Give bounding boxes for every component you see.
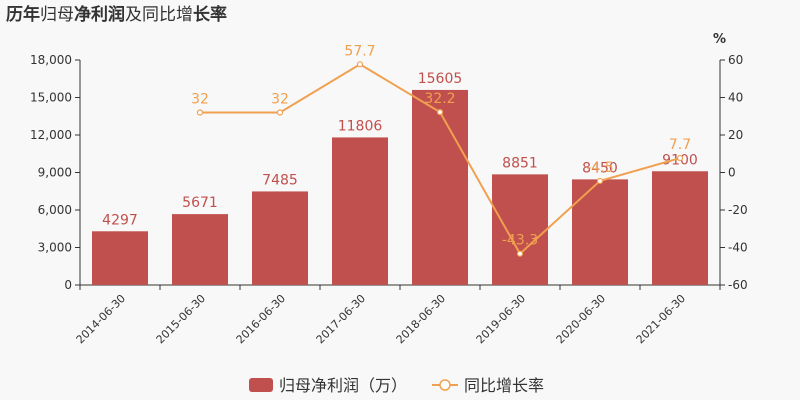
bar <box>332 137 388 285</box>
growth-point <box>356 61 364 68</box>
title-part: 净利润 <box>74 4 125 25</box>
x-tick-label: 2014-06-30 <box>74 292 128 346</box>
legend-item-profit[interactable]: 归母净利润（万） <box>249 376 407 395</box>
line-series: 32 32 57.7 32.2 -43.3 -4.5 7.7 <box>191 43 691 257</box>
growth-data-label: 32 <box>271 92 289 108</box>
growth-data-label: 32 <box>191 92 209 108</box>
y-right-tick-label: 60 <box>728 53 743 67</box>
growth-data-label: -43.3 <box>502 233 538 249</box>
y-right-tick-label: 20 <box>728 128 743 142</box>
axes: 0 3,000 6,000 9,000 12,000 15,000 18,000 -60 -40… <box>30 32 748 346</box>
growth-point <box>676 154 684 162</box>
legend-item-growth[interactable]: 同比增长率 <box>432 376 544 395</box>
growth-point <box>516 250 524 257</box>
legend[interactable]: 归母净利润（万） 同比增长率 <box>249 376 544 395</box>
y-right-tick-label: -40 <box>728 241 748 255</box>
bar <box>652 171 708 285</box>
title-part: 归母 <box>40 5 74 25</box>
legend-swatch-marker <box>439 379 451 391</box>
title-part: 历年 <box>6 4 40 25</box>
growth-data-label: 32.2 <box>424 91 455 107</box>
legend-label-growth: 同比增长率 <box>464 376 544 395</box>
growth-data-label: 7.7 <box>669 137 691 153</box>
bar-data-label: 8450 <box>582 160 618 176</box>
y-left-tick-label: 9,000 <box>38 166 72 180</box>
x-tick-label: 2021-06-30 <box>634 292 688 346</box>
x-tick-label: 2019-06-30 <box>474 292 528 346</box>
y-right-tick-label: -20 <box>728 203 748 217</box>
bar-data-label: 15605 <box>418 71 463 87</box>
y-left-tick-label: 0 <box>64 278 72 292</box>
y-left-tick-label: 6,000 <box>38 203 72 217</box>
x-tick-label: 2018-06-30 <box>394 292 448 346</box>
y-right-tick-label: 40 <box>728 91 743 105</box>
chart-title: 历年归母净利润及同比增长率 <box>6 4 227 25</box>
bar <box>252 191 308 285</box>
bar-data-label: 5671 <box>182 195 218 211</box>
title-part: 及同比增 <box>125 5 193 25</box>
bar <box>92 231 148 285</box>
x-tick-label: 2020-06-30 <box>554 292 608 346</box>
x-tick-label: 2017-06-30 <box>314 292 368 346</box>
y-left-tick-label: 15,000 <box>30 91 72 105</box>
growth-point <box>276 109 284 116</box>
growth-point <box>596 177 604 185</box>
growth-point <box>196 109 204 116</box>
bar-data-label: 8851 <box>502 155 538 171</box>
y-right-unit-label: % <box>713 32 726 47</box>
y-left-tick-label: 12,000 <box>30 128 72 142</box>
x-tick-label: 2016-06-30 <box>234 292 288 346</box>
legend-swatch-bar <box>249 378 273 392</box>
y-left-tick-label: 18,000 <box>30 53 72 67</box>
bar <box>572 179 628 285</box>
growth-point <box>436 109 444 116</box>
growth-data-label: -4.5 <box>586 160 613 176</box>
y-left-tick-label: 3,000 <box>38 241 72 255</box>
bar-data-label: 7485 <box>262 172 298 188</box>
growth-data-label: 57.7 <box>344 43 375 59</box>
y-right-tick-label: -60 <box>728 278 748 292</box>
bar <box>492 174 548 285</box>
bar-data-label: 11806 <box>338 118 383 134</box>
bar-series: 4297567174851180615605885184509100 <box>92 71 708 285</box>
bar <box>172 214 228 285</box>
y-right-tick-label: 0 <box>728 166 736 180</box>
title-part: 长率 <box>193 4 227 25</box>
bar-data-label: 4297 <box>102 212 138 228</box>
x-tick-label: 2015-06-30 <box>154 292 208 346</box>
legend-label-profit: 归母净利润（万） <box>279 376 407 395</box>
bar <box>412 89 468 285</box>
